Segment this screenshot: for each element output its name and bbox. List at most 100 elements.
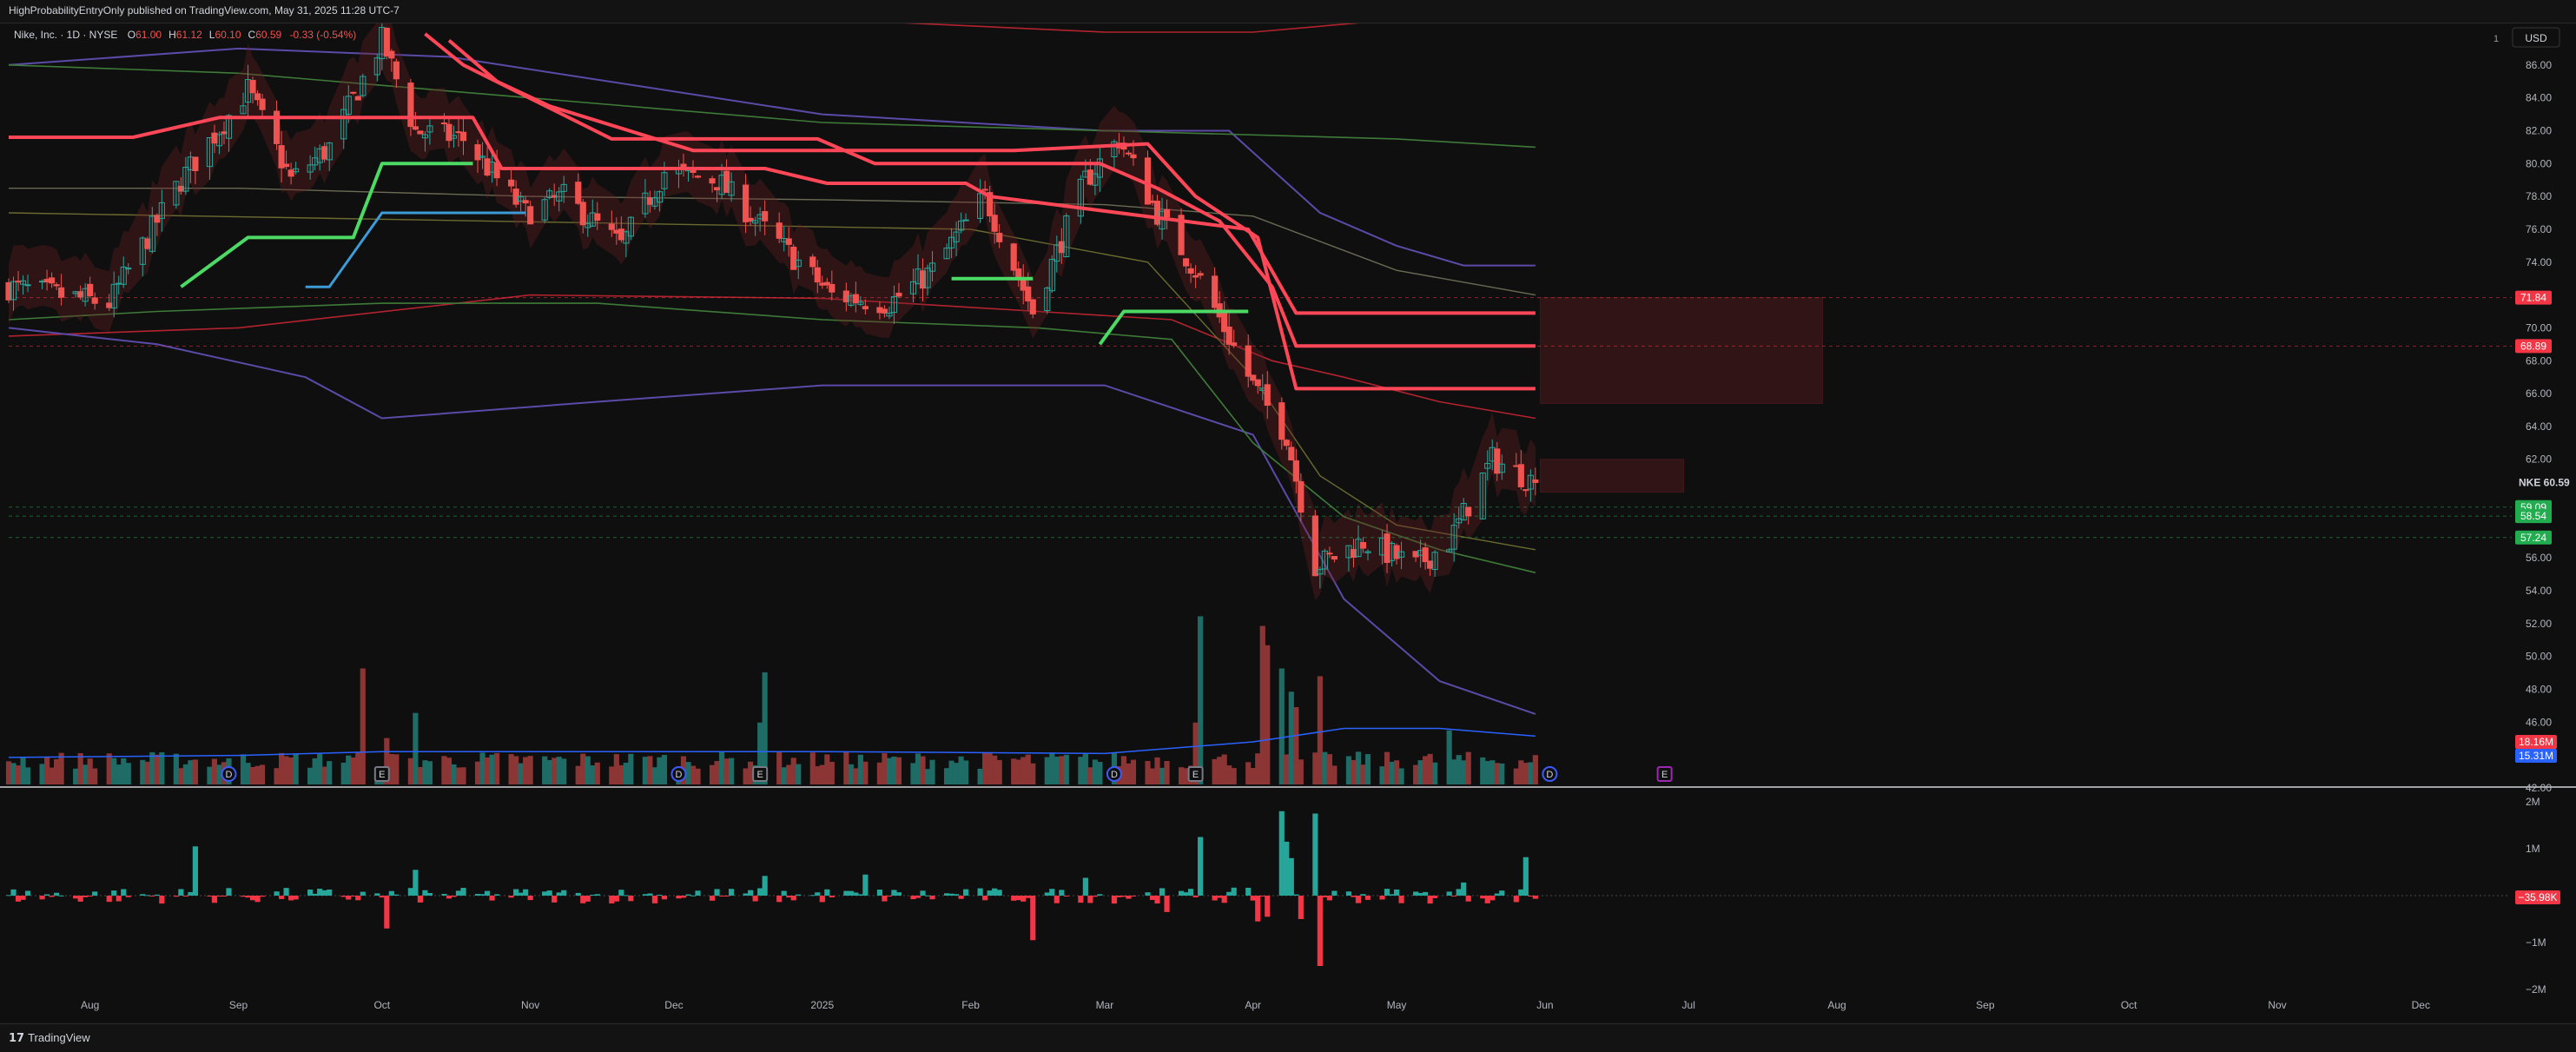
currency-button[interactable] [2512, 27, 2560, 48]
volume-bar [776, 752, 783, 784]
candle [823, 281, 830, 286]
volume-bar [340, 762, 347, 784]
candle [1412, 551, 1419, 558]
tradingview-logo[interactable]: 17 TradingView [9, 1031, 90, 1045]
candle [977, 193, 984, 219]
candle [326, 142, 333, 161]
candle [206, 136, 214, 168]
volume-bar [173, 753, 179, 784]
ohlc-value: 60.59 [255, 29, 281, 41]
candle [15, 281, 22, 283]
osc-bar [1231, 887, 1237, 896]
candle [943, 248, 950, 260]
osc-tick: 2M [2526, 796, 2540, 808]
osc-bar [527, 896, 533, 901]
price-chart[interactable]: D E D E D E D E 86.00 84.00 82.00 80.00 78.00 76.00 7… [0, 23, 2576, 1023]
osc-bar [819, 896, 825, 903]
osc-bar [1331, 890, 1338, 896]
osc-bar [651, 896, 658, 903]
volume-bar [159, 752, 165, 784]
osc-bar [743, 893, 749, 896]
osc-bar [254, 896, 261, 903]
dividend-marker: D [1106, 766, 1122, 782]
osc-bar [542, 891, 548, 896]
osc-bar [757, 888, 763, 896]
candle [360, 76, 367, 96]
marker-label: E [379, 770, 385, 780]
candle [479, 155, 486, 158]
volume-bar [1063, 754, 1069, 784]
volume-bar [1192, 722, 1199, 784]
badge-label: 57.24 [2520, 532, 2546, 544]
volume-bar [1461, 760, 1467, 784]
price-badge: 58.54 [2515, 509, 2552, 524]
osc-bar [1178, 890, 1185, 896]
volume-bar [207, 766, 213, 784]
osc-bar [790, 896, 796, 901]
volume-bar [1015, 759, 1021, 784]
osc-bar [1188, 889, 1194, 896]
marker-label: E [1661, 770, 1668, 780]
volume-bar [1288, 691, 1294, 784]
osc-bar [1116, 896, 1122, 897]
volume-bar [254, 765, 261, 784]
volume-bar [1413, 764, 1419, 784]
osc-bar [20, 896, 26, 900]
osc-bar [327, 889, 333, 896]
time-tick: Nov [2268, 999, 2286, 1011]
osc-bar [1484, 896, 1490, 903]
earnings-marker: E [1656, 766, 1673, 782]
published-note: HighProbabilityEntryOnly published on Tr… [9, 4, 400, 17]
osc-bar [1345, 891, 1352, 896]
osc-bar [226, 888, 232, 896]
osc-bar [1364, 896, 1371, 900]
osc-bar [508, 896, 514, 898]
candle [340, 109, 347, 140]
price-tick: 54.00 [2526, 585, 2552, 597]
candle [116, 282, 122, 285]
candle [58, 287, 65, 298]
candle [1331, 556, 1338, 560]
candle [1494, 448, 1501, 474]
candle [139, 237, 146, 265]
volume-bar [1355, 751, 1362, 784]
candle [541, 199, 548, 221]
volume-bar [154, 754, 160, 784]
volume-bar [987, 753, 993, 784]
price-badge: 68.89 [2515, 339, 2552, 354]
osc-bar [1317, 896, 1323, 966]
candle [1054, 244, 1060, 262]
price-tick: 86.00 [2526, 59, 2552, 71]
osc-bar [484, 890, 491, 896]
candle [522, 200, 529, 204]
candle [1153, 201, 1161, 225]
osc-bar [321, 890, 327, 896]
osc-bar [240, 896, 247, 897]
candle [1431, 552, 1438, 570]
volume-bar [259, 764, 266, 784]
candle [278, 145, 285, 169]
band-purple-upper [8, 47, 1536, 267]
marker-label: E [756, 770, 763, 780]
candle [1192, 275, 1199, 278]
osc-bar [1011, 896, 1017, 901]
osc-bar [39, 896, 45, 900]
volume-bar [1092, 759, 1098, 784]
candle [1029, 299, 1036, 314]
volume-bar [1518, 760, 1524, 784]
osc-bar [1120, 896, 1127, 897]
volume-bar [1130, 759, 1137, 784]
candle [1144, 157, 1152, 205]
osc-bar [1489, 896, 1496, 901]
osc-bar [384, 896, 390, 929]
candle [928, 262, 936, 272]
candle [1187, 268, 1194, 274]
currency-label: USD [2525, 32, 2547, 44]
volume-bar [651, 767, 658, 784]
candle [417, 130, 424, 135]
volume-bar [446, 758, 452, 784]
candle [474, 144, 481, 161]
marker-label: D [675, 770, 682, 780]
osc-bar [245, 896, 251, 898]
candle [694, 175, 702, 178]
